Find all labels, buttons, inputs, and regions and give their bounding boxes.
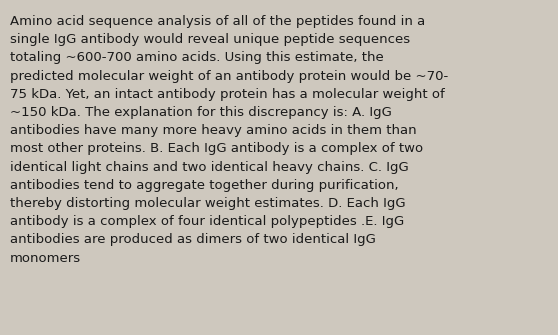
Text: Amino acid sequence analysis of all of the peptides found in a
single IgG antibo: Amino acid sequence analysis of all of t… <box>10 15 448 265</box>
